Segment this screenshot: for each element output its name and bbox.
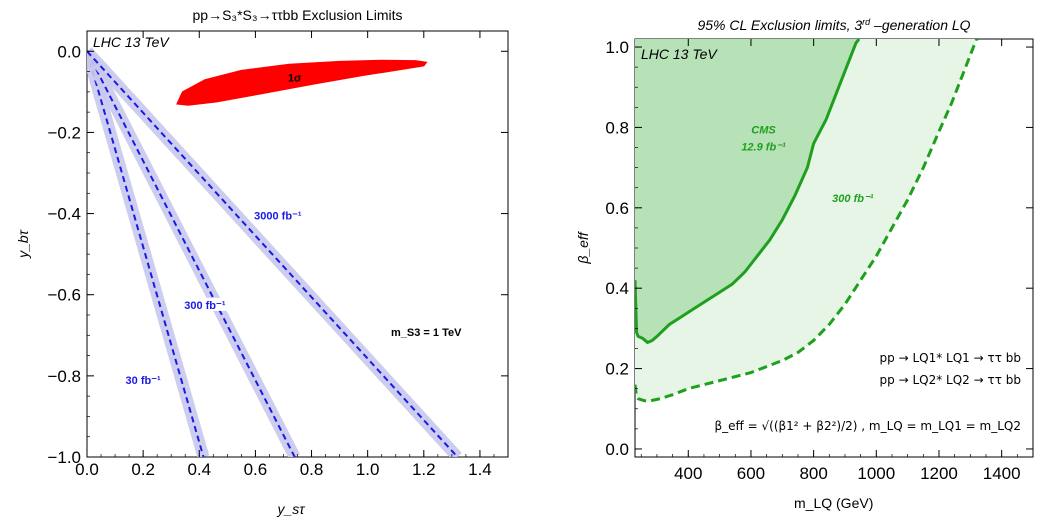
y-axis-label: y_bτ — [15, 229, 31, 259]
legend-entry-2: pp → LQ2* LQ2 → ττ bb — [880, 373, 1021, 387]
mass-label: m_S3 = 1 TeV — [391, 327, 462, 339]
series-label-cms-line2: 12.9 fb⁻¹ — [741, 141, 786, 153]
x-tick-label: 400 — [674, 464, 702, 483]
series-line-1 — [87, 51, 205, 457]
x-tick-label: 0.2 — [131, 460, 155, 479]
series-line-2 — [87, 50, 296, 457]
left-exclusion-chart: pp→S₃*S₃→ττbb Exclusion Limits 1σ 30 fb⁻¹ 3… — [15, 7, 509, 517]
x-tick-label: 0.4 — [187, 460, 211, 479]
region-1sigma — [176, 59, 428, 106]
series-label-3: 3000 fb⁻¹ — [254, 211, 302, 223]
series-line-300fb — [635, 39, 978, 403]
chart-title-superscript: rd — [862, 17, 871, 27]
region-1sigma-label: 1σ — [288, 73, 302, 85]
x-tick-label: 1.0 — [356, 460, 380, 479]
series-line-cms — [635, 39, 861, 345]
series-label-bg-3 — [250, 208, 305, 222]
series-line-3 — [87, 50, 459, 457]
y-axis-label: β_eff — [575, 230, 591, 264]
right-exclusion-chart: 95% CL Exclusion limits, 3rd –generation… — [575, 17, 1034, 511]
series-label-bg-2 — [177, 297, 232, 311]
x-axis-label: m_LQ (GeV) — [794, 495, 873, 511]
plot-area — [635, 39, 978, 403]
plot-area: 1σ 30 fb⁻¹ 300 fb⁻¹ 3000 fb⁻¹ — [87, 47, 462, 457]
region-cms — [635, 39, 860, 343]
y-tick-label: 0.6 — [605, 199, 629, 218]
x-tick-label: 0.0 — [75, 460, 99, 479]
x-tick-label: 1.4 — [468, 460, 492, 479]
x-tick-label: 1000 — [857, 464, 895, 483]
chart-title: pp→S₃*S₃→ττbb Exclusion Limits — [193, 7, 403, 23]
corner-label: LHC 13 TeV — [641, 46, 718, 62]
chart-title-part: 95% CL Exclusion limits, 3 — [697, 17, 862, 33]
series-label-cms-line1: CMS — [751, 124, 776, 136]
corner-label: LHC 13 TeV — [93, 34, 170, 50]
y-tick-label: 0.4 — [605, 279, 629, 298]
y-tick-label: −0.6 — [47, 286, 81, 305]
y-tick-label: 0.2 — [605, 360, 629, 379]
plot-frame — [86, 30, 509, 458]
y-tick-label: −0.2 — [47, 123, 81, 142]
x-tick-label: 0.6 — [244, 460, 268, 479]
x-tick-label: 800 — [799, 464, 827, 483]
x-tick-label: 0.8 — [300, 460, 324, 479]
x-tick-label: 1.2 — [412, 460, 436, 479]
legend-entry-1: pp → LQ1* LQ1 → ττ bb — [880, 351, 1021, 365]
series-label-bg-1 — [116, 372, 171, 386]
x-tick-label: 1400 — [983, 464, 1021, 483]
y-tick-label: 1.0 — [605, 38, 629, 57]
y-tick-label: −0.8 — [47, 367, 81, 386]
y-tick-label: −1.0 — [47, 448, 81, 467]
y-tick-label: 0.8 — [605, 118, 629, 137]
x-axis-label: y_sτ — [277, 501, 306, 517]
formula-label: β_eff = √((β1² + β2²)/2) , m_LQ = m_LQ1 … — [715, 419, 1021, 433]
chart-title: 95% CL Exclusion limits, 3rd –generation… — [697, 17, 970, 33]
y-tick-label: 0.0 — [605, 440, 629, 459]
x-tick-label: 600 — [737, 464, 765, 483]
series-label-300fb: 300 fb⁻¹ — [832, 193, 874, 205]
x-tick-label: 1200 — [920, 464, 958, 483]
series-label-2: 300 fb⁻¹ — [184, 300, 226, 312]
y-tick-label: −0.4 — [47, 205, 81, 224]
y-tick-label: 0.0 — [57, 42, 81, 61]
chart-title-part: –generation LQ — [870, 17, 971, 33]
series-label-1: 30 fb⁻¹ — [126, 375, 161, 387]
